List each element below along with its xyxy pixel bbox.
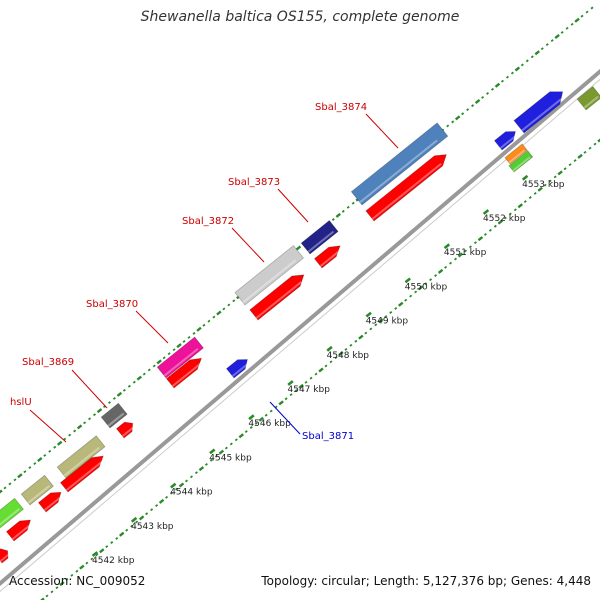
gene-label-text: Sbal_3869 — [22, 357, 74, 368]
kbp-label: 4547 kbp — [288, 385, 331, 395]
gene-label-sbal-3870: Sbal_3870 — [86, 299, 169, 344]
gene-label-sbal-3874: Sbal_3874 — [315, 102, 399, 149]
sbal-3873-orf-bar — [300, 219, 339, 255]
kbp-label: 4545 kbp — [209, 453, 252, 463]
kbp-label: 4542 kbp — [92, 556, 135, 566]
leader-line — [277, 188, 309, 223]
kbp-label: 4551 kbp — [444, 248, 487, 258]
cds-arrow-blue-1 — [493, 131, 517, 151]
kbp-label: 4544 kbp — [170, 488, 213, 498]
hslU-orf-bar — [20, 474, 54, 506]
kbp-tick: 4552 kbp — [482, 209, 526, 224]
feature-layer — [0, 85, 600, 564]
gene-label-text: Sbal_3871 — [302, 431, 354, 442]
map-title: Shewanella baltica OS155, complete genom… — [140, 9, 460, 25]
sbal-3871-cds-arrow — [225, 359, 249, 379]
gene-label-sbal-3869: Sbal_3869 — [22, 357, 108, 409]
kbp-tick: 4544 kbp — [170, 482, 213, 498]
kbp-label: 4549 kbp — [366, 317, 409, 327]
gene-label-sbal-3872: Sbal_3872 — [182, 216, 265, 263]
gene-label-text: Sbal_3872 — [182, 216, 234, 227]
accession-text: Accession: NC_009052 — [9, 574, 146, 588]
kbp-label: 4550 kbp — [405, 282, 448, 292]
gene-label-sbal-3873: Sbal_3873 — [228, 177, 309, 223]
gene-label-sbal-3871: Sbal_3871 — [269, 401, 354, 442]
orf-bar-left-green — [0, 497, 24, 529]
inner-tick-track — [40, 138, 600, 600]
kbp-label: 4552 kbp — [483, 214, 526, 224]
gene-label-hslu: hslU — [10, 397, 67, 443]
backbone-line — [0, 68, 600, 587]
cds-arrow-blue-2 — [513, 91, 564, 134]
kbp-tick: 4550 kbp — [404, 277, 448, 292]
leader-line — [269, 401, 301, 435]
cds-arrow-2 — [5, 519, 32, 542]
kbp-tick: 4545 kbp — [209, 448, 252, 463]
sbal-3874-orf-bar — [350, 122, 449, 206]
kbp-tick: 4546 kbp — [248, 414, 291, 429]
kbp-tick: 4553 kbp — [521, 174, 565, 190]
kbp-tick: 4549 kbp — [365, 311, 409, 327]
kbp-label: 4546 kbp — [248, 419, 291, 429]
gene-label-text: Sbal_3870 — [86, 299, 138, 310]
sbal-3869-orf-bar — [100, 402, 128, 429]
kbp-tick: 4551 kbp — [443, 243, 487, 258]
leader-line — [365, 113, 399, 149]
sbal-3870-orf-bar — [156, 336, 205, 379]
cds-arrow-5 — [115, 421, 135, 439]
gene-label-layer: hslU Sbal_3869 Sbal_3870 Sbal_3871 Sbal_3872… — [10, 102, 399, 443]
kbp-label: 4543 kbp — [131, 522, 174, 532]
cds-bar-olive — [576, 85, 600, 111]
kbp-label: 4553 kbp — [522, 180, 565, 190]
leader-line — [231, 227, 265, 263]
kbp-tick: 4547 kbp — [287, 380, 331, 395]
kbp-label: 4548 kbp — [327, 351, 370, 361]
kbp-tick: 4548 kbp — [326, 345, 370, 361]
hslU-orf-bar-2 — [56, 435, 106, 479]
cds-arrow-1 — [0, 548, 10, 564]
orf-bar-orange — [504, 143, 528, 165]
leader-line — [135, 310, 169, 344]
gene-label-text: Sbal_3874 — [315, 102, 367, 113]
cds-arrow-3 — [37, 491, 62, 513]
genome-summary-text: Topology: circular; Length: 5,127,376 bp… — [261, 574, 591, 588]
gene-label-text: hslU — [10, 397, 32, 408]
kbp-scale: 4542 kbp 4543 kbp 4544 kbp 4545 kbp 4546 kbp… — [91, 174, 565, 566]
kbp-tick: 4543 kbp — [130, 516, 174, 532]
sbal-3872-orf-bar — [234, 245, 305, 306]
orf-bar-green — [508, 150, 534, 173]
cds-arrow-7 — [249, 274, 305, 321]
cds-arrow-8 — [313, 245, 341, 269]
cds-arrow-9 — [365, 154, 447, 222]
leader-line — [71, 369, 108, 409]
cds-arrow-4 — [59, 455, 104, 493]
gene-label-text: Sbal_3873 — [228, 177, 280, 188]
leader-line — [29, 409, 67, 443]
kbp-tick: 4542 kbp — [91, 551, 135, 566]
cds-arrow-6 — [165, 357, 203, 389]
